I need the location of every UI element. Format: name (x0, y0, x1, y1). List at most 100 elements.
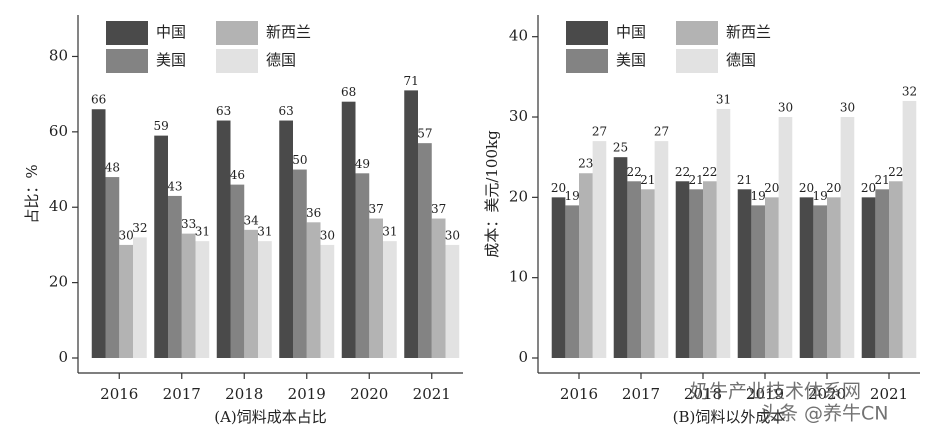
x-tick-label: 2017 (163, 385, 201, 403)
value-label: 20 (826, 181, 841, 195)
value-label: 22 (702, 165, 717, 179)
bar (369, 218, 383, 358)
value-label: 71 (403, 74, 418, 88)
value-label: 21 (689, 173, 704, 187)
value-label: 37 (368, 202, 383, 216)
bar (418, 143, 432, 358)
value-label: 48 (105, 161, 120, 175)
bar (675, 181, 690, 358)
bar (813, 205, 827, 358)
legend-label: 美国 (616, 51, 646, 69)
value-label: 25 (613, 141, 628, 155)
bar (244, 229, 258, 358)
value-label: 57 (417, 127, 432, 141)
value-label: 31 (257, 225, 272, 239)
bar (133, 237, 147, 358)
value-label: 37 (431, 202, 446, 216)
y-tick-label: 20 (509, 187, 528, 205)
value-label: 50 (292, 153, 307, 167)
value-label: 59 (153, 119, 168, 133)
bar (445, 244, 460, 358)
bar (258, 241, 272, 358)
value-label: 20 (764, 181, 779, 195)
value-label: 20 (799, 181, 814, 195)
legend-swatch (216, 21, 258, 45)
bar (827, 197, 841, 358)
y-axis-label: 成本：美元/100kg (483, 130, 501, 258)
y-tick-label: 80 (49, 46, 68, 64)
x-tick-label: 2021 (413, 385, 451, 403)
value-label: 43 (167, 179, 182, 193)
y-tick-label: 40 (509, 27, 528, 45)
value-label: 21 (875, 173, 890, 187)
y-tick-label: 20 (49, 273, 68, 291)
bar (383, 241, 397, 358)
legend-label: 德国 (726, 51, 756, 69)
y-tick-label: 60 (49, 122, 68, 140)
x-tick-label: 2016 (100, 385, 138, 403)
x-axis-label: (A)饲料成本占比 (214, 408, 327, 426)
value-label: 22 (888, 165, 903, 179)
value-label: 30 (118, 228, 133, 242)
legend-swatch (566, 21, 608, 45)
legend-label: 美国 (156, 51, 186, 69)
legend-swatch (676, 49, 718, 73)
value-label: 27 (592, 125, 607, 139)
bar (902, 100, 917, 359)
legend-label: 新西兰 (726, 23, 771, 41)
y-tick-label: 40 (49, 197, 68, 215)
y-tick-label: 30 (509, 107, 528, 125)
bar (230, 184, 245, 358)
x-tick-label: 2018 (225, 385, 263, 403)
bar (279, 120, 293, 359)
bar (627, 181, 641, 358)
value-label: 22 (675, 165, 690, 179)
legend-label: 中国 (616, 23, 646, 41)
bar (654, 141, 669, 358)
x-tick-label: 2020 (808, 385, 846, 403)
y-tick-label: 0 (58, 348, 68, 366)
value-label: 19 (565, 189, 580, 203)
bar (154, 135, 168, 358)
value-label: 22 (627, 165, 642, 179)
value-label: 63 (216, 104, 231, 118)
x-tick-label: 2016 (560, 385, 598, 403)
value-label: 19 (751, 189, 766, 203)
bar (703, 181, 717, 358)
bar (751, 205, 765, 358)
bar (579, 173, 593, 358)
bar (716, 108, 731, 358)
bar (613, 157, 628, 358)
legend-swatch (676, 21, 718, 45)
x-tick-label: 2019 (746, 385, 784, 403)
value-label: 23 (578, 157, 593, 171)
value-label: 66 (91, 93, 106, 107)
value-label: 63 (278, 104, 293, 118)
value-label: 30 (320, 228, 335, 242)
bar (431, 218, 446, 358)
bar (404, 90, 418, 358)
bar (105, 177, 120, 358)
bar (306, 222, 321, 358)
bar (641, 189, 655, 358)
value-label: 19 (813, 189, 828, 203)
bar (565, 205, 579, 358)
bar (889, 181, 903, 358)
x-tick-label: 2018 (684, 385, 722, 403)
y-tick-label: 10 (509, 268, 528, 286)
bar (551, 197, 566, 358)
value-label: 20 (861, 181, 876, 195)
legend-swatch (216, 49, 258, 73)
x-tick-label: 2019 (288, 385, 326, 403)
watermark: 头条 @养牛CN (760, 403, 889, 425)
value-label: 36 (306, 206, 321, 220)
bar (355, 173, 370, 358)
value-label: 34 (243, 213, 259, 227)
legend-label: 中国 (156, 23, 186, 41)
bar (293, 169, 307, 358)
value-label: 31 (195, 225, 210, 239)
x-tick-label: 2017 (622, 385, 660, 403)
bar (168, 195, 182, 358)
value-label: 21 (737, 173, 752, 187)
bar (216, 120, 231, 359)
